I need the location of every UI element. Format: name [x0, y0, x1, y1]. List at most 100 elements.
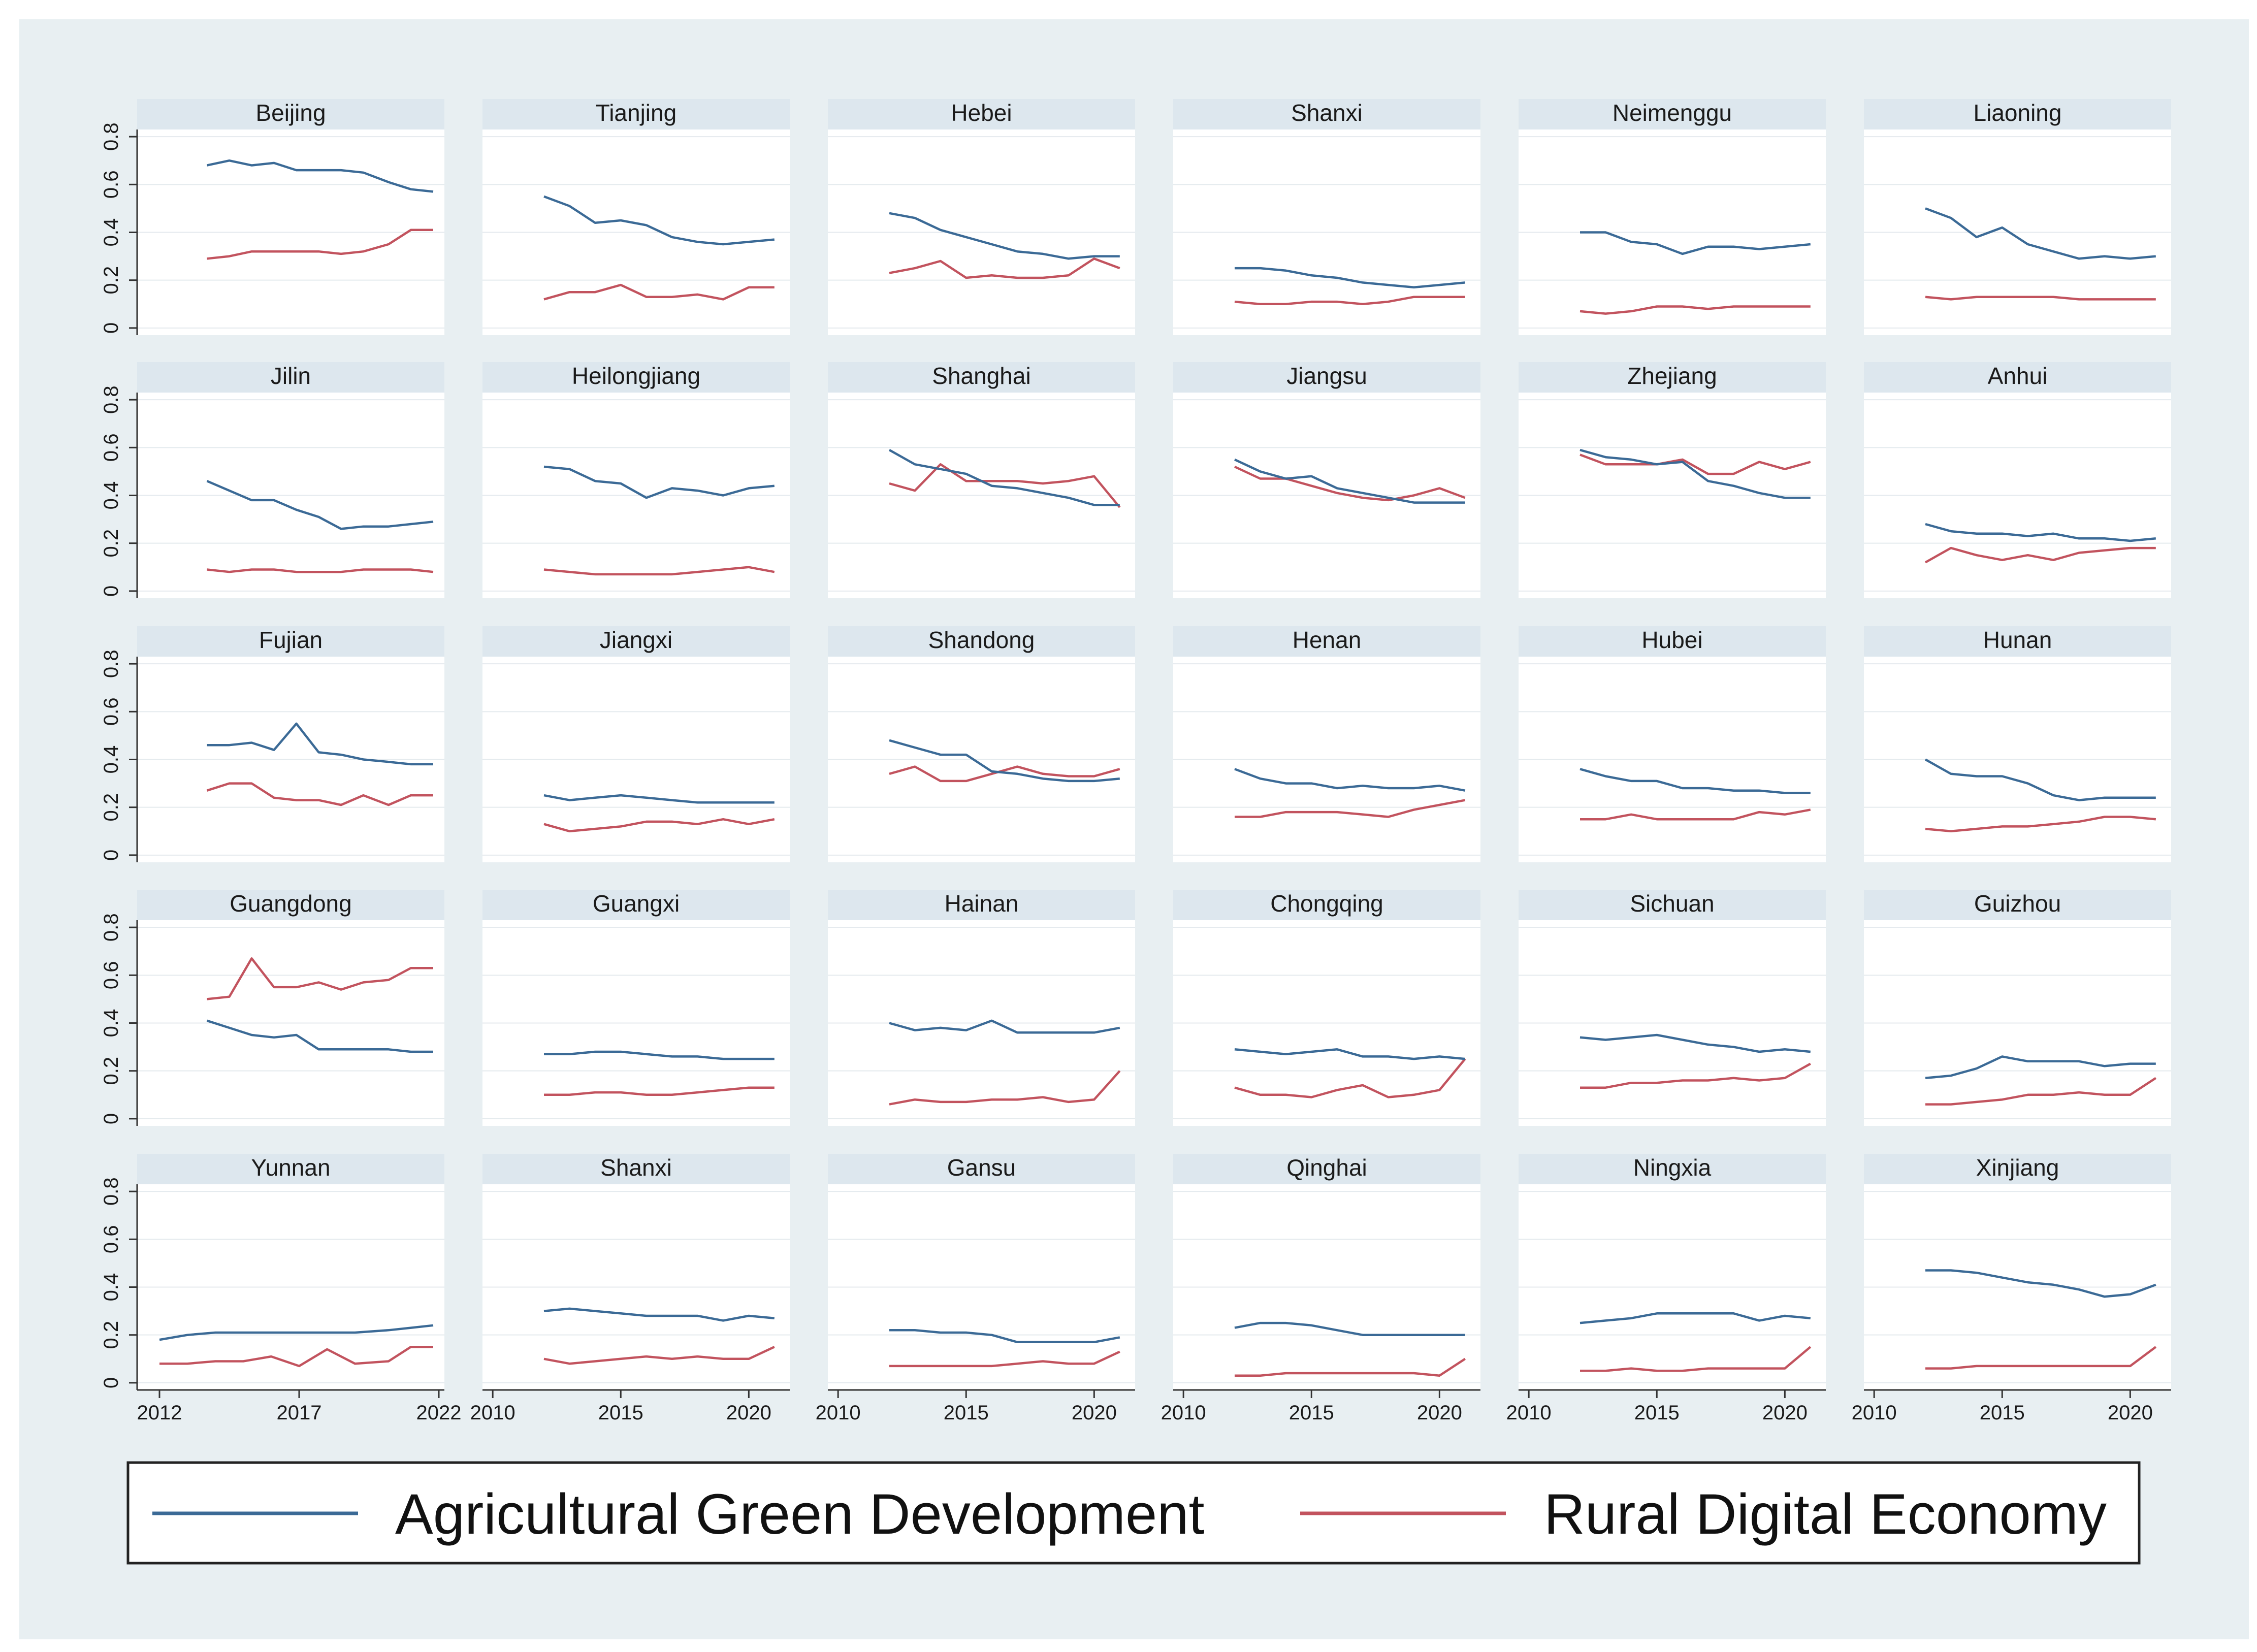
x-tick-label: 2010: [1161, 1402, 1206, 1424]
panels-layer: Beijing 0 0.2 0.4 0.6 0.8 Tianjing Hebei Shanxi N…: [100, 99, 2171, 1424]
panel-guizhou-23: Guizhou: [1864, 890, 2171, 1126]
series-line-agricultural-green-development: [1579, 768, 1811, 794]
strip-background: [1864, 362, 2171, 393]
panel-jilin-6: Jilin 0 0.2 0.4 0.6 0.8: [100, 362, 444, 598]
y-tick-label: 0.2: [100, 793, 122, 822]
strip-background: [1173, 362, 1480, 393]
y-tick-label: 0.4: [100, 1273, 122, 1302]
strip-background: [482, 99, 790, 129]
y-tick-label: 0.8: [100, 385, 122, 414]
series-line-rural-digital-economy: [1925, 1346, 2157, 1370]
series-line-agricultural-green-development: [889, 1329, 1120, 1344]
panel-qinghai-27: Qinghai 2010 2015 2020: [1161, 1154, 1480, 1424]
panel-title: Fujian: [259, 627, 323, 653]
panel-neimenggu-4: Neimenggu: [1519, 99, 1826, 335]
series-line-agricultural-green-development: [159, 1324, 434, 1341]
series-line-rural-digital-economy: [889, 765, 1120, 783]
panel-fujian-12: Fujian 0 0.2 0.4 0.6 0.8: [100, 626, 444, 862]
panel-guangdong-18: Guangdong 0 0.2 0.4 0.6 0.8: [100, 890, 444, 1126]
series-line-rural-digital-economy: [1579, 454, 1811, 475]
series-line-rural-digital-economy: [1235, 799, 1466, 818]
series-line-rural-digital-economy: [1925, 816, 2156, 833]
panel-title: Xinjiang: [1976, 1154, 2059, 1181]
series-line-rural-digital-economy: [159, 1345, 433, 1368]
series-line-rural-digital-economy: [1234, 296, 1465, 306]
x-tick-label: 2010: [816, 1402, 861, 1424]
panel-shanxi-3: Shanxi: [1173, 99, 1480, 335]
y-tick-label: 0.6: [100, 1225, 122, 1254]
y-tick-label: 0.8: [100, 913, 122, 942]
series-line-agricultural-green-development: [543, 794, 775, 804]
y-tick-label: 0.4: [100, 481, 122, 510]
series-line-rural-digital-economy: [889, 1350, 1120, 1368]
panel-gansu-26: Gansu 2010 2015 2020: [816, 1154, 1135, 1424]
y-tick-label: 0: [100, 1113, 122, 1124]
series-line-rural-digital-economy: [1234, 1058, 1466, 1098]
series-line-agricultural-green-development: [1579, 448, 1811, 499]
series-line-rural-digital-economy: [543, 818, 775, 833]
series-line-agricultural-green-development: [543, 195, 775, 246]
legend-label-agri: Agricultural Green Development: [395, 1482, 1205, 1546]
series-line-rural-digital-economy: [543, 283, 775, 301]
y-tick-label: 0.8: [100, 122, 122, 151]
y-tick-label: 0.2: [100, 1321, 122, 1349]
x-tick-label: 2010: [470, 1402, 515, 1424]
series-line-rural-digital-economy: [1925, 1077, 2157, 1106]
panel-title: Neimenggu: [1613, 100, 1732, 126]
panel-title: Jiangxi: [600, 627, 672, 653]
panel-jiangxi-13: Jiangxi: [482, 626, 790, 862]
panel-beijing-0: Beijing 0 0.2 0.4 0.6 0.8: [100, 99, 444, 335]
panel-xinjiang-29: Xinjiang 2010 2015 2020: [1852, 1154, 2171, 1424]
y-tick-label: 0.4: [100, 218, 122, 247]
y-tick-label: 0: [100, 1377, 122, 1388]
series-line-agricultural-green-development: [207, 722, 433, 766]
strip-background: [1519, 626, 1826, 657]
x-tick-label: 2015: [1980, 1402, 2025, 1424]
y-tick-label: 0: [100, 322, 122, 334]
series-line-rural-digital-economy: [1925, 296, 2156, 301]
series-line-rural-digital-economy: [889, 257, 1120, 279]
y-tick-label: 0.2: [100, 266, 122, 295]
y-tick-label: 0.6: [100, 434, 122, 462]
panel-sichuan-22: Sichuan: [1519, 890, 1826, 1126]
panel-title: Shanxi: [1291, 100, 1363, 126]
series-line-agricultural-green-development: [1925, 1055, 2156, 1080]
series-line-rural-digital-economy: [1580, 808, 1811, 821]
strip-background: [137, 362, 444, 393]
y-tick-label: 0.4: [100, 746, 122, 774]
strip-background: [1864, 626, 2171, 657]
series-line-rural-digital-economy: [1579, 305, 1811, 315]
strip-background: [1519, 890, 1826, 920]
series-line-agricultural-green-development: [888, 449, 1120, 506]
series-line-rural-digital-economy: [207, 229, 433, 260]
series-line-agricultural-green-development: [1924, 758, 2156, 801]
panel-liaoning-5: Liaoning: [1864, 99, 2171, 335]
panel-hubei-16: Hubei: [1519, 626, 1826, 862]
series-line-agricultural-green-development: [543, 465, 775, 499]
strip-background: [482, 890, 790, 920]
panel-hainan-20: Hainan: [828, 890, 1135, 1126]
series-line-agricultural-green-development: [206, 1019, 433, 1053]
panel-shanghai-8: Shanghai: [828, 362, 1135, 598]
panel-hebei-2: Hebei: [828, 99, 1135, 335]
panel-title: Hebei: [951, 100, 1012, 126]
panel-shanxi-25: Shanxi 2010 2015 2020: [470, 1154, 790, 1424]
series-line-rural-digital-economy: [207, 568, 434, 573]
panel-hunan-17: Hunan: [1864, 626, 2171, 862]
y-tick-label: 0.6: [100, 171, 122, 199]
series-line-rural-digital-economy: [543, 566, 775, 576]
panel-shandong-14: Shandong: [828, 626, 1135, 862]
panel-title: Shandong: [928, 627, 1035, 653]
x-tick-label: 2020: [1417, 1402, 1462, 1424]
x-tick-label: 2010: [1506, 1402, 1552, 1424]
x-tick-label: 2020: [726, 1402, 771, 1424]
series-line-agricultural-green-development: [206, 480, 434, 530]
panel-ningxia-28: Ningxia 2010 2015 2020: [1506, 1154, 1826, 1424]
strip-background: [828, 362, 1135, 393]
panel-title: Ningxia: [1633, 1154, 1712, 1181]
panel-title: Jiangsu: [1286, 363, 1367, 389]
panel-chongqing-21: Chongqing: [1173, 890, 1480, 1126]
strip-background: [482, 362, 790, 393]
panel-title: Qinghai: [1286, 1154, 1367, 1181]
legend-label-rural: Rural Digital Economy: [1544, 1482, 2107, 1546]
